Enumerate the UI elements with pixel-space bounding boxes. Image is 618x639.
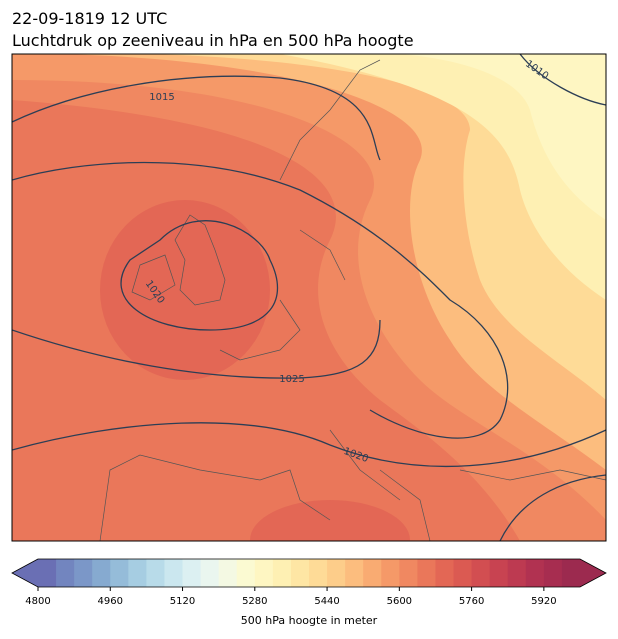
colorbar-segment — [236, 559, 256, 587]
contour-label: 1025 — [279, 374, 304, 385]
colorbar-segment — [309, 559, 328, 587]
colorbar-outline — [11, 558, 607, 588]
colorbar-tick-label: 5600 — [387, 596, 412, 607]
colorbar-segment — [417, 559, 436, 587]
colorbar-tick-label: 5760 — [459, 596, 484, 607]
colorbar-tick-label: 4960 — [98, 596, 123, 607]
colorbar-segment — [381, 559, 400, 587]
map-frame — [11, 53, 607, 542]
colorbar-segment — [489, 559, 509, 587]
colorbar-segment — [218, 559, 238, 587]
colorbar-segment — [435, 559, 455, 587]
colorbar-segment — [543, 559, 563, 587]
colorbar-tick-label: 5920 — [531, 596, 556, 607]
colorbar-segment — [507, 559, 527, 587]
colorbar-segment — [110, 559, 129, 587]
contour-label: 1015 — [149, 92, 174, 103]
colorbar-segment — [146, 559, 165, 587]
colorbar-tick-label: 5120 — [170, 596, 195, 607]
colorbar-extend-high — [580, 559, 606, 587]
colorbar-segment — [399, 559, 418, 587]
colorbar-tick-label: 5440 — [314, 596, 339, 607]
colorbar-segment — [74, 559, 93, 587]
colorbar-segment — [56, 559, 75, 587]
colorbar-segment — [182, 559, 202, 587]
colorbar-segment — [561, 559, 581, 587]
colorbar-segment — [363, 559, 382, 587]
colorbar-label: 500 hPa hoogte in meter — [241, 614, 378, 627]
colorbar-tick-label: 4800 — [25, 596, 50, 607]
colorbar-segment — [471, 559, 491, 587]
colorbar-segment — [525, 559, 545, 587]
colorbar-segment — [128, 559, 147, 587]
colorbar-segment — [254, 559, 274, 587]
date-title: 22-09-1819 12 UTC — [12, 9, 167, 28]
colorbar-tick-label: 5280 — [242, 596, 267, 607]
colorbar-segment — [453, 559, 473, 587]
colorbar-segment — [200, 559, 220, 587]
colorbar-segment — [327, 559, 346, 587]
colorbar-segment — [92, 559, 111, 587]
map-title: Luchtdruk op zeeniveau in hPa en 500 hPa… — [12, 31, 414, 50]
colorbar: 4800 4960 5120 5280 5440 5600 5760 5920 — [11, 558, 607, 607]
colorbar-segment — [164, 559, 184, 587]
colorbar-segment — [345, 559, 364, 587]
map: 1015 1010 1020 1025 1020 — [12, 54, 606, 541]
colorbar-segment — [38, 559, 57, 587]
colorbar-extend-low — [12, 559, 38, 587]
colorbar-segment — [272, 559, 292, 587]
colorbar-segment — [290, 559, 310, 587]
